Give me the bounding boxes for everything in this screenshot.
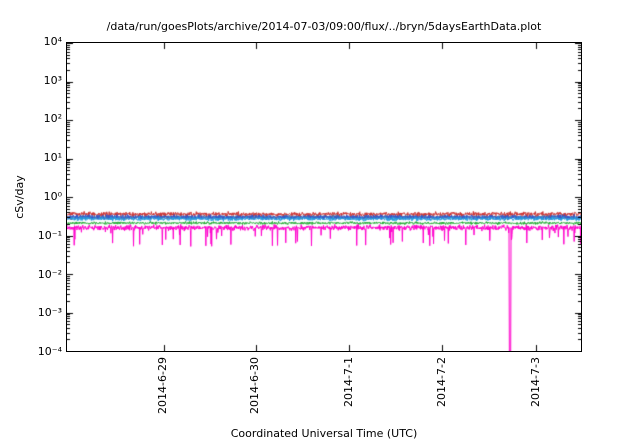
y-tick-label: 10³	[43, 74, 62, 87]
y-tick-label: 10⁻¹	[37, 229, 62, 242]
x-tick-label: 2014-7-3	[529, 357, 542, 407]
y-tick-label: 10¹	[43, 151, 62, 164]
y-tick-label: 10⁻³	[37, 306, 62, 319]
chart-title: /data/run/goesPlots/archive/2014-07-03/0…	[106, 20, 542, 33]
y-tick-label: 10⁻²	[37, 268, 62, 281]
y-tick-label: 10⁴	[43, 35, 62, 48]
x-tick-label: 2014-6-30	[248, 357, 261, 414]
x-tick-label: 2014-7-1	[342, 357, 355, 407]
y-tick-label: 10²	[43, 112, 62, 125]
y-tick-label: 10⁻⁴	[37, 345, 62, 358]
x-tick-label: 2014-7-2	[435, 357, 448, 407]
plot-area	[66, 42, 582, 352]
plot-canvas	[67, 43, 581, 351]
x-tick-label: 2014-6-29	[156, 357, 169, 414]
y-tick-label: 10⁰	[43, 190, 62, 203]
x-axis-label: Coordinated Universal Time (UTC)	[230, 427, 418, 440]
